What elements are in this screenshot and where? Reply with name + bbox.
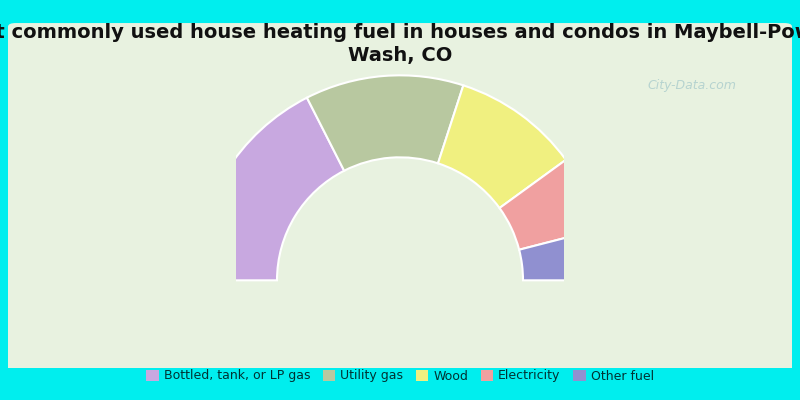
Text: Most commonly used house heating fuel in houses and condos in Maybell-Powder
Was: Most commonly used house heating fuel in… [0,24,800,64]
FancyBboxPatch shape [8,23,792,372]
Text: City-Data.com: City-Data.com [647,79,736,92]
Wedge shape [499,160,598,250]
Legend: Bottled, tank, or LP gas, Utility gas, Wood, Electricity, Other fuel: Bottled, tank, or LP gas, Utility gas, W… [142,364,658,388]
Wedge shape [519,229,605,280]
Wedge shape [438,85,566,208]
Wedge shape [307,75,463,171]
Wedge shape [195,98,344,280]
